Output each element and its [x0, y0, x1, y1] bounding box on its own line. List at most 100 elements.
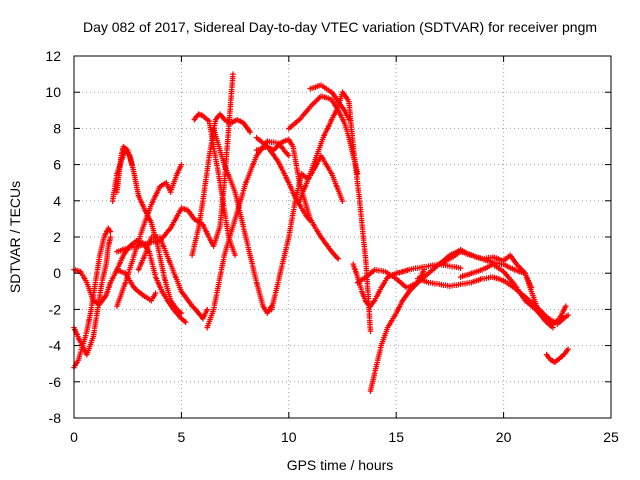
data-point: + [72, 361, 78, 373]
data-point: + [214, 135, 220, 147]
data-point: + [456, 246, 462, 258]
data-point: + [565, 344, 571, 356]
data-point: + [214, 229, 220, 241]
data-point: + [522, 292, 528, 304]
data-point: + [272, 144, 278, 156]
data-point: + [347, 111, 353, 123]
data-point: + [554, 319, 560, 331]
data-point: + [210, 139, 216, 151]
data-point: + [319, 134, 325, 146]
data-point: + [323, 238, 329, 250]
data-point: + [324, 240, 330, 252]
data-point: + [525, 278, 531, 290]
data-point: + [258, 295, 264, 307]
data-point: + [516, 266, 522, 278]
data-point: + [153, 274, 159, 286]
data-point: + [345, 130, 351, 142]
data-point: + [99, 277, 105, 289]
data-point: + [338, 91, 344, 103]
data-point: + [307, 216, 313, 228]
data-point: + [131, 283, 137, 295]
data-point: + [406, 282, 412, 294]
data-point: + [115, 177, 121, 189]
data-point: + [133, 236, 139, 248]
data-point: + [135, 190, 141, 202]
data-point: + [287, 122, 293, 134]
data-point: + [110, 190, 116, 202]
data-point: + [323, 160, 329, 172]
data-point: + [349, 129, 355, 141]
data-point: + [85, 320, 91, 332]
data-point: + [201, 221, 207, 233]
data-point: + [219, 195, 225, 207]
data-point: + [218, 188, 224, 200]
data-point: + [268, 146, 274, 158]
data-point: + [459, 271, 465, 283]
data-point: + [179, 288, 185, 300]
data-point: + [173, 303, 179, 315]
data-point: + [207, 146, 213, 158]
data-point: + [84, 348, 90, 360]
data-point: + [210, 304, 216, 316]
data-point: + [311, 163, 317, 175]
data-point: + [223, 149, 229, 161]
data-point: + [314, 158, 320, 170]
data-point: + [105, 283, 111, 295]
data-point: + [225, 169, 231, 181]
data-point: + [294, 196, 300, 208]
data-point: + [438, 260, 444, 272]
data-point: + [354, 272, 360, 284]
data-point: + [216, 110, 222, 122]
data-point: + [545, 313, 551, 325]
data-point: + [173, 308, 179, 320]
data-point: + [175, 306, 181, 318]
data-point: + [276, 139, 282, 151]
data-point: + [513, 265, 519, 277]
data-point: + [500, 266, 506, 278]
data-point: + [278, 161, 284, 173]
data-point: + [539, 312, 545, 324]
data-point: + [491, 272, 497, 284]
data-point: + [305, 174, 311, 186]
data-point: + [75, 355, 81, 367]
data-point: + [135, 241, 141, 253]
data-point: + [114, 299, 120, 311]
series-23: ++++++++++++++++++++++++++++++++++++++++… [414, 272, 571, 331]
data-point: + [223, 165, 229, 177]
data-point: + [126, 149, 132, 161]
data-point: + [268, 301, 274, 313]
data-point: + [364, 276, 370, 288]
data-point: + [524, 274, 530, 286]
data-point: + [229, 73, 235, 85]
data-point: + [362, 246, 368, 258]
data-point: + [128, 155, 134, 167]
data-point: + [363, 261, 369, 273]
data-point: + [213, 154, 219, 166]
data-point: + [314, 151, 320, 163]
data-point: + [100, 236, 106, 248]
data-point: + [299, 188, 305, 200]
data-point: + [364, 298, 370, 310]
data-point: + [465, 269, 471, 281]
data-point: + [228, 91, 234, 103]
data-point: + [339, 87, 345, 99]
data-point: + [172, 306, 178, 318]
data-point: + [253, 132, 259, 144]
data-point: + [111, 187, 117, 199]
data-point: + [225, 134, 231, 146]
data-point: + [477, 253, 483, 265]
data-point: + [297, 180, 303, 192]
data-point: + [221, 158, 227, 170]
data-point: + [272, 288, 278, 300]
data-point: + [191, 242, 197, 254]
data-point: + [90, 332, 96, 344]
data-point: + [158, 257, 164, 269]
data-point: + [379, 281, 385, 293]
data-point: + [129, 160, 135, 172]
data-point: + [294, 167, 300, 179]
data-point: + [138, 237, 144, 249]
data-point: + [137, 261, 143, 273]
data-point: + [532, 296, 538, 308]
data-point: + [155, 236, 161, 248]
data-point: + [122, 277, 128, 289]
